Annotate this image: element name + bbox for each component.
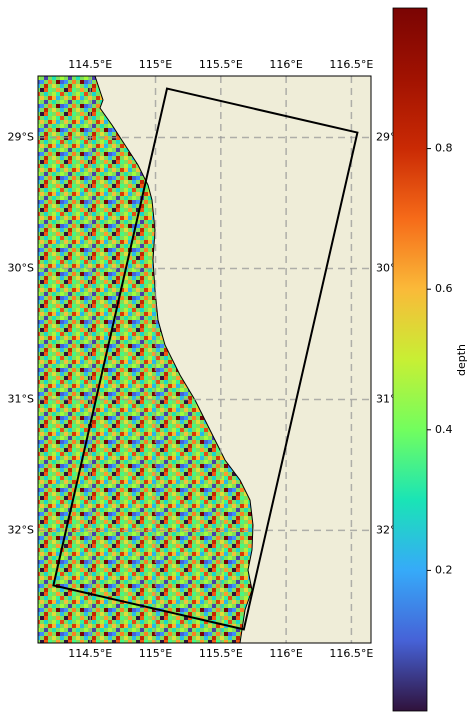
map-frame [37,75,372,644]
colorbar-ticks: 0.2 0.4 0.6 0.8 [427,142,453,576]
colorbar-tick-label: 0.6 [435,282,453,295]
x-tick-label: 115°E [139,647,172,660]
tick-labels: 114.5°E 114.5°E 115°E 115°E 115.5°E 115.5°E 11… [8,58,403,660]
area-outline [52,87,359,631]
y-tick-label: 29°S [8,131,34,144]
colorbar [392,7,428,712]
colorbar-tick-label: 0.2 [435,563,453,576]
x-tick-label: 115°E [139,58,172,71]
x-tick-label: 116.5°E [329,647,373,660]
y-tick-label: 32°S [8,523,34,536]
x-tick-label: 114.5°E [68,58,112,71]
colorbar-tick-label: 0.4 [435,423,453,436]
y-tick-label: 31°S [8,392,34,405]
x-tick-label: 116°E [269,647,302,660]
y-tick-label: 30°S [8,261,34,274]
x-tick-label: 115.5°E [199,58,243,71]
colorbar-tick-label: 0.8 [435,142,453,155]
x-tick-label: 116.5°E [329,58,373,71]
map-area [38,76,371,643]
x-tick-label: 116°E [269,58,302,71]
colorbar-label: depth [455,344,468,376]
sea [38,76,254,643]
grid [38,76,371,643]
outline [52,87,359,631]
x-tick-label: 114.5°E [68,647,112,660]
x-tick-label: 115.5°E [199,647,243,660]
